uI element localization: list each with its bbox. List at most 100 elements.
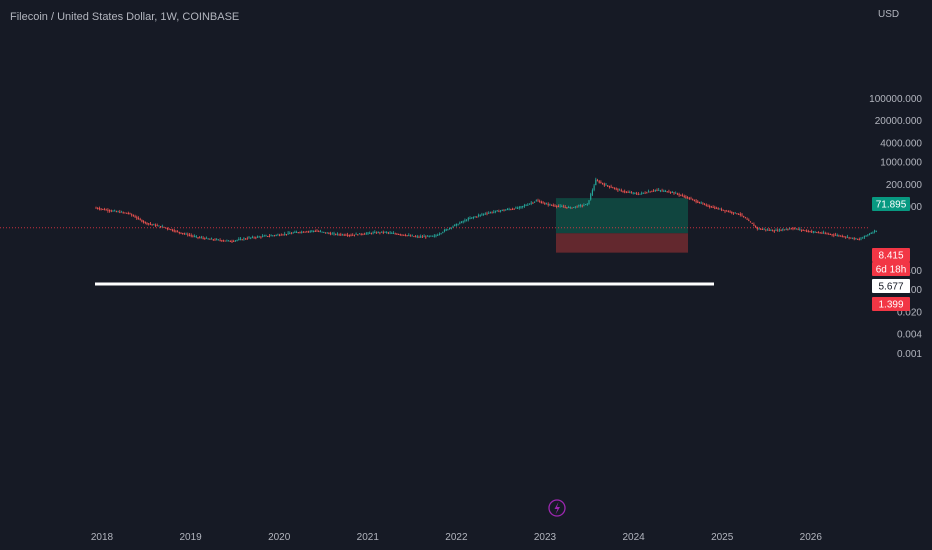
candle-body	[340, 234, 342, 236]
candle-body	[467, 218, 469, 220]
candle-body	[178, 231, 180, 233]
candle-body	[459, 222, 461, 224]
candle-body	[729, 211, 731, 213]
candle-body	[238, 239, 240, 241]
candle-body	[637, 193, 639, 195]
candle-body	[766, 229, 769, 231]
candle-body	[358, 233, 361, 235]
candle-body	[307, 231, 310, 233]
candle-body	[382, 232, 384, 234]
candle-body	[149, 223, 151, 225]
candle-body	[102, 208, 104, 210]
candle-body	[761, 228, 763, 230]
candle-body	[785, 229, 787, 231]
candle-body	[129, 213, 131, 215]
candle-body	[328, 232, 330, 234]
price-tick-9: 0.004	[897, 330, 922, 341]
candle-body	[484, 213, 486, 215]
candle-body	[391, 232, 393, 234]
price-tick-10: 0.001	[897, 349, 922, 360]
candle-body	[644, 192, 646, 194]
candle-body	[840, 235, 842, 237]
candle-body	[613, 187, 616, 189]
candle-body	[783, 229, 786, 231]
candle-body	[275, 234, 277, 236]
current-price-label: 8.415	[878, 251, 903, 262]
candle-body	[697, 201, 699, 203]
candle-body	[687, 197, 689, 199]
currency-label: USD	[878, 9, 900, 20]
candle-body	[477, 215, 480, 217]
candle-body	[727, 211, 729, 213]
candle-body	[593, 185, 595, 190]
candle-body	[272, 235, 274, 237]
candle-body	[296, 231, 298, 233]
price-tick-8: 0.020	[897, 308, 922, 319]
candle-body	[411, 235, 413, 237]
candle-body	[848, 237, 850, 239]
candle-body	[817, 232, 820, 234]
candle-body	[739, 214, 741, 216]
candle-body	[751, 222, 753, 224]
candle-body	[654, 189, 656, 191]
candle-body	[292, 232, 294, 234]
candle-body	[608, 185, 610, 188]
candle-body	[452, 226, 454, 228]
candle-body	[581, 205, 583, 207]
stop-price-label: 1.399	[878, 300, 903, 311]
candle-body	[365, 233, 367, 235]
candle-body	[306, 231, 308, 233]
candle-body	[110, 210, 112, 212]
candle-body	[693, 199, 695, 201]
candle-body	[704, 204, 706, 206]
candle-body	[738, 213, 740, 215]
candle-body	[790, 228, 792, 230]
candle-body	[457, 224, 459, 226]
candle-body	[440, 233, 442, 235]
candle-body	[432, 235, 434, 237]
candle-body	[749, 221, 752, 223]
long-position-tool[interactable]	[556, 198, 688, 253]
candle-body	[284, 233, 286, 235]
candle-body	[547, 204, 549, 206]
candle-body	[170, 229, 172, 231]
candle-body	[862, 237, 864, 239]
candle-body	[421, 236, 423, 238]
candle-body	[841, 235, 843, 237]
candle-body	[270, 235, 272, 237]
time-tick-2023: 2023	[534, 532, 557, 543]
candle-body	[741, 214, 743, 216]
candle-body	[501, 209, 503, 211]
candle-body	[622, 191, 624, 193]
candle-body	[343, 234, 345, 236]
candle-body	[496, 210, 498, 212]
candle-body	[268, 235, 270, 237]
candle-body	[352, 234, 354, 236]
candle-body	[219, 240, 221, 242]
candle-body	[290, 233, 293, 235]
candle-body	[375, 232, 378, 234]
candle-body	[124, 212, 126, 214]
candle-body	[231, 241, 233, 243]
lightning-icon[interactable]	[548, 499, 566, 517]
candle-body	[773, 230, 775, 232]
candle-body	[797, 229, 799, 231]
candle-body	[127, 213, 129, 215]
stop-zone[interactable]	[556, 233, 688, 253]
time-axis[interactable]: 2018 2019 2020 2021 2022 2023 2024 2025 2026	[91, 532, 822, 543]
candle-body	[508, 209, 510, 211]
candle-body	[387, 232, 389, 234]
candle-body	[503, 210, 505, 212]
candle-body	[246, 238, 248, 240]
candle-body	[625, 191, 627, 193]
candle-body	[386, 232, 388, 234]
candle-body	[826, 233, 828, 235]
price-axis[interactable]: 100000.000 20000.000 4000.000 1000.000 200.0…	[869, 94, 922, 360]
candle-body	[112, 210, 114, 212]
candle-body	[207, 238, 209, 240]
candle-body	[97, 208, 99, 210]
candle-body	[627, 191, 629, 193]
candle-body	[574, 206, 576, 208]
candle-body	[763, 229, 765, 231]
